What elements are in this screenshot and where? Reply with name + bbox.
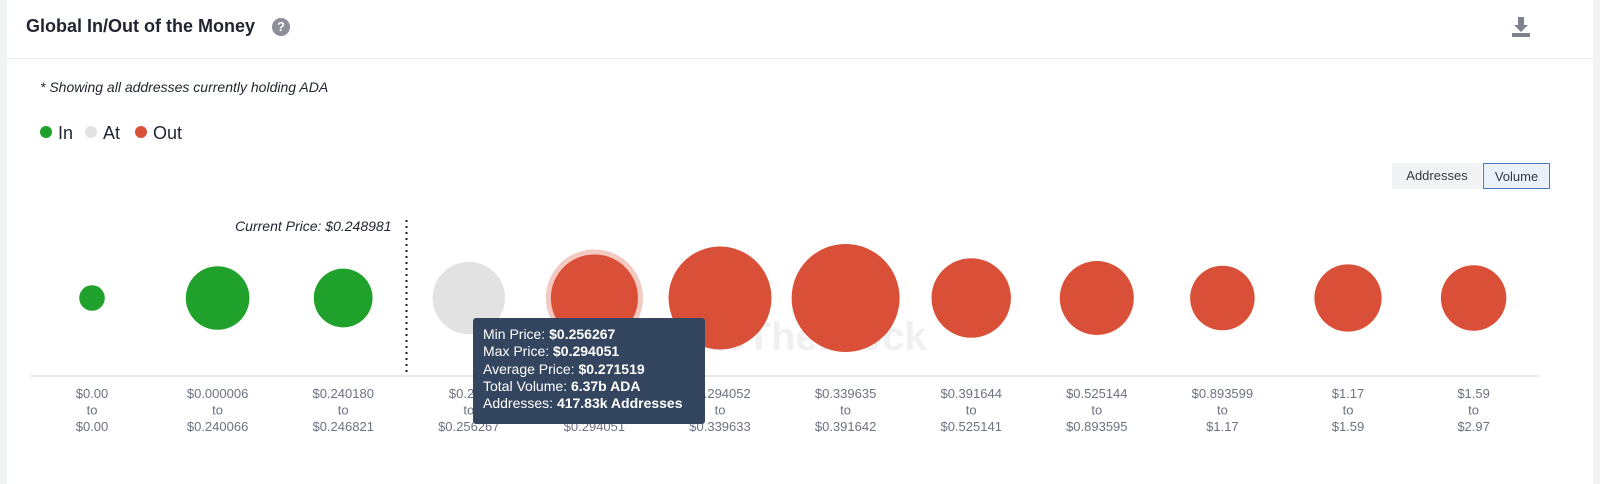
question-circle-icon[interactable]: ? xyxy=(272,18,290,36)
card-header: Global In/Out of the Money ? xyxy=(7,0,1593,59)
tick-label-2-from: $0.000006 xyxy=(187,386,248,401)
addresses-toggle-button[interactable]: Addresses xyxy=(1392,163,1482,189)
tick-label-12-to-word: to xyxy=(1468,403,1479,418)
tooltip-addresses: Addresses: 417.83k Addresses xyxy=(483,395,683,412)
bubble-8 xyxy=(931,258,1011,338)
tick-label-10-to-word: to xyxy=(1217,403,1228,418)
bubble-11 xyxy=(1314,264,1382,332)
tick-label-8-from: $0.391644 xyxy=(940,386,1001,401)
tick-label-12-to: $2.97 xyxy=(1457,419,1490,434)
tick-label-3-to-word: to xyxy=(338,403,349,418)
legend-label-in: In xyxy=(58,123,74,143)
tick-label-1-from: $0.00 xyxy=(76,386,109,401)
volume-toggle-button[interactable]: Volume xyxy=(1483,163,1550,189)
tick-label-8-to-word: to xyxy=(966,403,977,418)
legend-label-out: Out xyxy=(153,123,183,143)
legend-dot-in xyxy=(40,126,52,139)
bubble-1 xyxy=(79,285,105,311)
tick-label-9-to: $0.893595 xyxy=(1066,419,1127,434)
tick-label-2-to-word: to xyxy=(212,403,223,418)
tick-label-7-to-word: to xyxy=(840,403,851,418)
legend-dot-at xyxy=(85,126,97,139)
tick-label-11-to: $1.59 xyxy=(1332,419,1365,434)
legend-label-at: At xyxy=(103,123,121,143)
bubble-tooltip: Min Price: $0.256267 Max Price: $0.29405… xyxy=(473,318,705,424)
bubble-4 xyxy=(432,261,505,335)
legend-dot-out xyxy=(135,126,147,139)
tick-label-9-to-word: to xyxy=(1091,403,1102,418)
tick-label-2-to: $0.240066 xyxy=(187,419,248,434)
tick-label-1-to-word: to xyxy=(87,403,98,418)
tick-label-3-to: $0.246821 xyxy=(312,419,373,434)
tooltip-total-volume: Total Volume: 6.37b ADA xyxy=(483,377,641,394)
page-title: Global In/Out of the Money xyxy=(26,16,255,36)
current-price-label: Current Price: $0.248981 xyxy=(235,218,391,234)
bubble-2 xyxy=(185,266,250,330)
download-icon[interactable] xyxy=(1509,15,1533,39)
tooltip-max-price: Max Price: $0.294051 xyxy=(483,343,620,360)
tooltip-average-price: Average Price: $0.271519 xyxy=(483,360,645,377)
bubble-3 xyxy=(313,268,373,328)
tick-label-6-to: $0.339633 xyxy=(689,419,750,434)
tick-label-11-to-word: to xyxy=(1343,403,1354,418)
tick-label-4-to-word: to xyxy=(463,403,474,418)
chart-card: Global In/Out of the Money ? * Showing a… xyxy=(7,0,1593,484)
tick-label-10-from: $0.893599 xyxy=(1192,386,1253,401)
tick-label-12-from: $1.59 xyxy=(1457,386,1490,401)
tick-label-1-to: $0.00 xyxy=(76,419,109,434)
legend-item-in[interactable]: In xyxy=(40,122,73,144)
bubble-10 xyxy=(1190,265,1255,331)
tick-label-8-to: $0.525141 xyxy=(940,419,1001,434)
chart-note: * Showing all addresses currently holdin… xyxy=(40,79,329,95)
legend-item-out[interactable]: Out xyxy=(135,122,182,144)
tick-label-11-from: $1.17 xyxy=(1332,386,1365,401)
bubble-9 xyxy=(1059,261,1134,335)
tick-label-6-to-word: to xyxy=(715,403,726,418)
tick-label-7-to: $0.391642 xyxy=(815,419,876,434)
bubble-7 xyxy=(791,244,900,352)
tick-label-7-from: $0.339635 xyxy=(815,386,876,401)
tick-label-10-to: $1.17 xyxy=(1206,419,1239,434)
legend-item-at[interactable]: At xyxy=(85,122,120,144)
tick-label-9-from: $0.525144 xyxy=(1066,386,1127,401)
tooltip-min-price: Min Price: $0.256267 xyxy=(483,326,616,342)
tick-label-3-from: $0.240180 xyxy=(312,386,373,401)
bubble-12 xyxy=(1440,265,1507,331)
